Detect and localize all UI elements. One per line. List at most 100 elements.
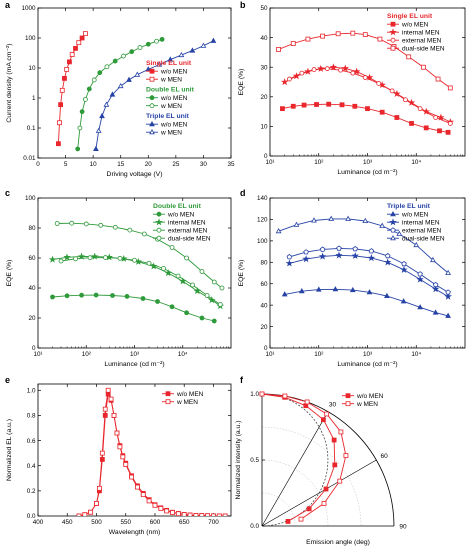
data-point [384, 258, 392, 266]
legend-entry: w/o MEN [160, 122, 188, 129]
data-point [285, 519, 291, 524]
x-tick-label: 25 [172, 161, 180, 168]
y-tick-label: 0.0 [27, 513, 36, 520]
series-line-0 [52, 294, 215, 322]
x-axis-label: Driving voltage (V) [107, 171, 163, 178]
y-tick-label: 40 [28, 285, 36, 292]
data-point [99, 112, 105, 119]
data-point [79, 35, 85, 41]
data-point [167, 56, 174, 62]
data-point [282, 393, 288, 399]
polar-grid-circle [261, 459, 329, 527]
data-point [114, 430, 120, 436]
data-point [290, 103, 296, 109]
polar-series-line-1 [261, 393, 347, 520]
data-point [433, 115, 439, 120]
x-tick-label: 550 [120, 519, 131, 526]
legend-title: Triple EL unit [146, 113, 190, 120]
data-point [95, 127, 102, 133]
data-point [303, 249, 309, 255]
data-point [88, 509, 94, 515]
data-point [377, 36, 383, 42]
data-point [286, 76, 292, 82]
data-point [199, 269, 205, 274]
data-point [93, 145, 99, 152]
x-tick-label: 30 [200, 161, 208, 168]
data-point [298, 287, 305, 294]
data-point [445, 269, 451, 276]
data-point [420, 64, 426, 70]
polar-spoke [261, 411, 329, 527]
legend-title: Triple EL unit [387, 203, 431, 210]
data-point [352, 103, 358, 109]
legend-marker [389, 28, 397, 36]
data-point [379, 222, 386, 228]
x-axis-label: Wavelength (nm) [109, 529, 161, 536]
legend-marker [390, 45, 396, 51]
data-point [211, 279, 217, 285]
data-point [64, 66, 70, 72]
x-axis-label: Luminance (cd m⁻²) [337, 361, 397, 368]
y-tick-label: 0.4 [27, 463, 36, 470]
data-point [69, 52, 75, 57]
data-point [432, 281, 439, 288]
data-point [187, 512, 193, 516]
data-point [409, 121, 414, 126]
data-point [199, 513, 205, 516]
chart-panel-d: d 10¹ 10² 10³ 10⁴ 0 20 40 60 80 100 120 140 Luminance… [238, 188, 466, 368]
y-tick-label: 10 [28, 65, 36, 72]
data-point [137, 45, 143, 50]
series-line-1 [284, 66, 451, 123]
data-point [79, 292, 84, 298]
data-point [69, 220, 75, 226]
data-point [290, 41, 296, 46]
x-tick-label: 5 [64, 161, 68, 168]
x-tick-label: 10² [314, 159, 323, 166]
x-axis-label: Luminance (cd m⁻²) [337, 169, 397, 176]
data-point [217, 302, 223, 307]
r-tick-label: 0.5 [250, 457, 259, 464]
series-line-2 [289, 247, 449, 293]
data-point [97, 70, 103, 76]
legend-entry: dual-side MEN [168, 236, 211, 243]
lambertian-reference-line [261, 393, 329, 527]
y-tick-label: 140 [257, 195, 268, 202]
data-point [320, 417, 326, 423]
data-point [73, 46, 78, 51]
data-point [281, 291, 288, 297]
chart-panel-e: e 400 450 500 550 600 650 700 0.0 0.2 0.4 0.6 0.8 1.0… [5, 375, 232, 536]
data-point [286, 254, 293, 260]
x-tick-label: 400 [33, 519, 44, 526]
data-point [362, 32, 368, 38]
data-point [58, 102, 64, 108]
data-point [73, 256, 78, 262]
data-point [324, 66, 330, 72]
data-point [280, 78, 289, 86]
data-point [169, 304, 175, 310]
data-point [48, 255, 57, 263]
y-tick-label: 0.2 [27, 488, 36, 495]
data-point [83, 96, 88, 102]
data-point [146, 260, 152, 266]
data-point [352, 67, 361, 75]
y-tick-label: 0.8 [27, 413, 36, 420]
data-point [447, 121, 453, 126]
x-tick-label: 10¹ [33, 351, 42, 358]
y-axis-label: Normalized EL (a.u.) [6, 419, 13, 481]
data-point [207, 296, 216, 304]
data-point [298, 516, 304, 522]
y-tick-label: 60 [260, 281, 268, 288]
data-point [351, 252, 359, 259]
data-point [417, 271, 423, 277]
data-point [86, 86, 92, 92]
data-point [152, 502, 158, 508]
data-point [140, 492, 146, 498]
data-point [416, 275, 424, 283]
data-point [365, 106, 370, 112]
data-point [58, 258, 64, 264]
y-tick-label: 1 [32, 95, 36, 102]
data-point [181, 512, 187, 516]
